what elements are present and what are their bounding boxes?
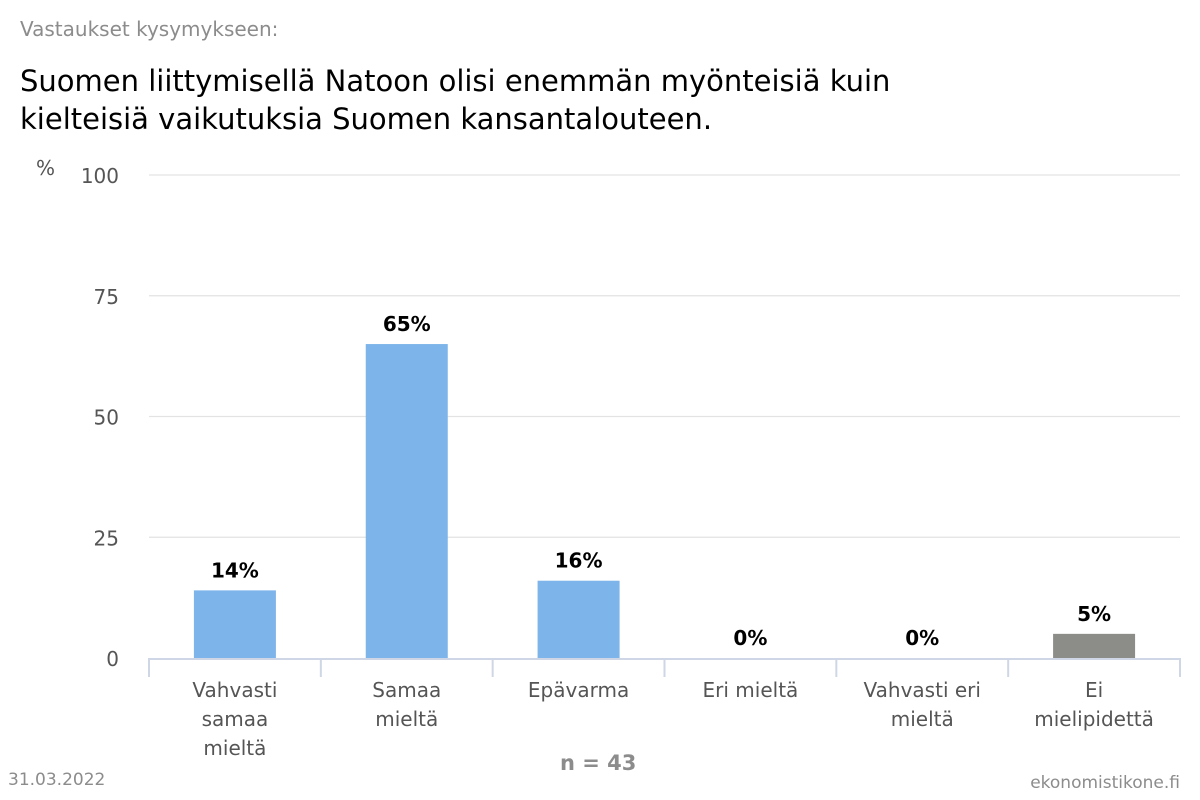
bar: [537, 580, 620, 658]
x-tick-label: Epävarma: [528, 678, 629, 702]
chart-title-line-1: Suomen liittymisellä Natoon olisi enemmä…: [20, 64, 891, 98]
data-label: 0%: [733, 626, 767, 650]
x-tick-label: mielipidettä: [1034, 707, 1154, 731]
chart-subtitle: Vastaukset kysymykseen:: [20, 17, 279, 41]
x-tick-label: mieltä: [891, 707, 954, 731]
chart-title: Suomen liittymisellä Natoon olisi enemmä…: [20, 62, 1120, 138]
source-link[interactable]: ekonomistikone.fi: [1030, 773, 1180, 793]
data-label: 5%: [1077, 602, 1111, 626]
data-label: 16%: [555, 549, 603, 573]
y-tick-label: 25: [94, 526, 119, 550]
x-tick-label: Eri mieltä: [703, 678, 799, 702]
y-axis-label: %: [36, 156, 55, 180]
x-tick-label: mieltä: [203, 736, 266, 760]
sample-size-label: n = 43: [560, 751, 637, 775]
footer-date: 31.03.2022: [8, 770, 106, 790]
y-tick-label: 50: [94, 406, 119, 430]
y-tick-label: 75: [94, 285, 119, 309]
bar: [1053, 633, 1136, 658]
x-tick-label: Vahvasti: [192, 678, 277, 702]
bar: [193, 590, 276, 658]
x-tick-label: Vahvasti eri: [864, 678, 981, 702]
x-tick-label: Samaa: [372, 678, 441, 702]
y-tick-label: 0: [106, 647, 119, 671]
chart-title-line-2: kielteisiä vaikutuksia Suomen kansantalo…: [20, 102, 713, 136]
x-tick-label: samaa: [202, 707, 269, 731]
x-tick-label: mieltä: [375, 707, 438, 731]
data-label: 14%: [211, 558, 259, 582]
data-label: 65%: [383, 312, 431, 336]
data-label: 0%: [905, 626, 939, 650]
y-tick-label: 100: [81, 164, 119, 188]
bar: [365, 344, 448, 658]
x-tick-label: Ei: [1085, 678, 1103, 702]
